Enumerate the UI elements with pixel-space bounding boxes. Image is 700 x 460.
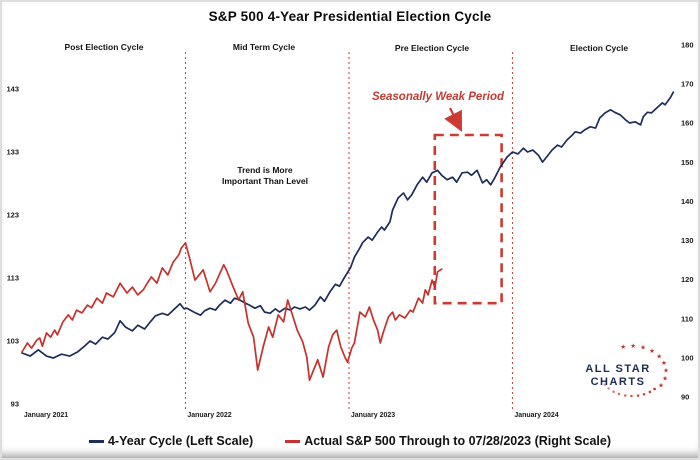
star-dot-icon	[653, 387, 656, 391]
x-axis-label: January 2023	[351, 412, 395, 419]
right-axis-tick: 110	[681, 314, 693, 323]
star-dot-icon	[648, 390, 652, 394]
series-4yr-cycle-line	[21, 91, 675, 359]
star-icon: ★	[661, 359, 667, 367]
star-icon: ★	[662, 374, 668, 382]
left-axis-tick: 103	[6, 337, 19, 346]
annotation-arrow-icon	[444, 107, 462, 132]
right-axis-tick: 120	[681, 275, 694, 284]
legend-line-blue	[88, 439, 104, 443]
star-icon: ★	[656, 352, 662, 360]
quadrant-label-post-election: Post Election Cycle	[65, 42, 144, 52]
seasonally-weak-annotation: Seasonally Weak Period	[372, 91, 505, 103]
chart-title: S&P 500 4-Year Presidential Election Cyc…	[208, 9, 492, 24]
trend-annotation-line1: Trend is More	[237, 165, 293, 175]
allstarcharts-logo: ★ ★ ★★★★★★★ ALL STAR CHARTS	[585, 342, 669, 398]
legend: 4-Year Cycle (Left Scale) Actual S&P 500…	[0, 430, 700, 452]
star-icon: ★	[649, 347, 655, 355]
legend-line-red	[285, 439, 301, 443]
legend-item-actual-sp500: Actual S&P 500 Through to 07/28/2023 (Ri…	[285, 434, 611, 448]
right-axis-tick: 160	[681, 119, 694, 128]
right-axis-tick: 150	[681, 158, 694, 167]
seasonally-weak-period-box	[433, 133, 503, 305]
logo-text-line1: ALL STAR	[585, 363, 650, 375]
left-axis-tick: 93	[11, 400, 19, 409]
left-axis-tick: 133	[6, 148, 19, 157]
star-dot-icon	[642, 393, 646, 396]
star-dot-icon	[607, 387, 610, 390]
right-axis-tick: 130	[681, 236, 694, 245]
star-dot-icon	[630, 394, 633, 398]
x-axis-label: January 2022	[187, 412, 231, 419]
legend-item-4yr-cycle: 4-Year Cycle (Left Scale)	[88, 434, 254, 448]
series-actual-sp500-line	[21, 242, 443, 382]
left-axis-tick: 143	[6, 85, 19, 94]
star-icon: ★	[658, 381, 664, 389]
x-axis-label: January 2021	[24, 412, 68, 419]
star-dot-icon	[624, 394, 627, 397]
legend-label-4yr-cycle: 4-Year Cycle (Left Scale)	[107, 434, 254, 448]
star-dot-icon	[617, 392, 621, 396]
right-axis-tick: 170	[681, 80, 694, 89]
x-axis-label: January 2024	[514, 412, 558, 419]
left-axis-tick: 123	[6, 211, 19, 220]
quadrant-label-mid-term: Mid Term Cycle	[233, 42, 295, 52]
star-icon: ★	[640, 343, 646, 351]
trend-annotation-line2: Important Than Level	[222, 176, 308, 186]
quadrant-label-election: Election Cycle	[570, 43, 628, 53]
right-axis-tick: 140	[681, 197, 694, 206]
star-dot-icon	[603, 383, 607, 387]
left-axis-tick: 113	[7, 274, 19, 283]
star-dot-icon	[636, 394, 640, 397]
logo-text-line2: CHARTS	[591, 376, 646, 388]
right-axis-tick: 90	[681, 393, 689, 402]
legend-label-actual-sp500: Actual S&P 500 Through to 07/28/2023 (Ri…	[304, 434, 612, 448]
right-axis-tick: 180	[681, 41, 694, 50]
quadrant-label-pre-election: Pre Election Cycle	[395, 43, 469, 53]
star-icon: ★	[620, 343, 626, 351]
right-axis-tick: 100	[681, 353, 694, 362]
star-icon: ★	[630, 342, 636, 350]
star-icon: ★	[663, 367, 669, 375]
star-dot-icon	[612, 390, 615, 394]
